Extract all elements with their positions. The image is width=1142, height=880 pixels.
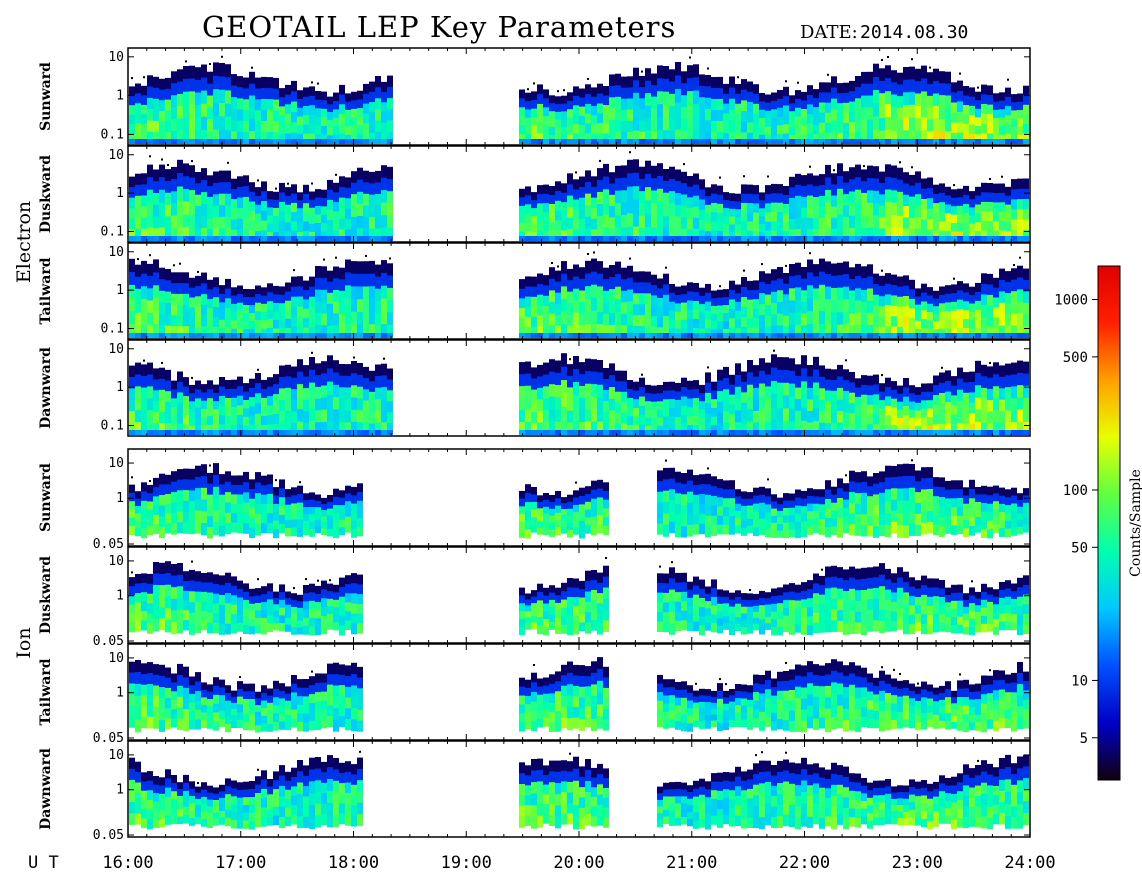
x-tick-label: 19:00 — [441, 853, 492, 873]
y-tick-label: 0.05 — [93, 634, 124, 649]
spectrogram — [129, 151, 1029, 241]
panel-label: Duskward — [38, 556, 54, 634]
panel-electron-duskward: 10 1 0.1 Duskward — [38, 145, 1031, 243]
panel-label: Dawnward — [38, 347, 54, 429]
panel-label: Tailward — [38, 257, 54, 324]
group-label: Electron — [13, 201, 35, 283]
colorbar-tick-label: 50 — [1071, 540, 1088, 556]
x-tick-label: 17:00 — [215, 853, 266, 873]
y-tick-label: 1 — [116, 186, 124, 201]
colorbar-tick-label: 5 — [1080, 731, 1088, 747]
x-tick-label: 20:00 — [553, 853, 604, 873]
x-tick-label: 22:00 — [779, 853, 830, 873]
spectrogram — [129, 657, 1029, 733]
y-tick-label: 10 — [108, 245, 124, 260]
group-electron: 10 1 0.1 Sunward 10 1 0.1 Duskward 10 1 0.1 Tailwar… — [13, 47, 1031, 437]
y-tick-label: 0.1 — [101, 321, 124, 336]
chart-title: GEOTAIL LEP Key Parameters — [202, 10, 677, 44]
y-tick-label: 0.1 — [101, 224, 124, 239]
x-tick-label: 16:00 — [102, 853, 153, 873]
y-tick-label: 10 — [108, 554, 124, 569]
x-tick-label: 21:00 — [666, 853, 717, 873]
x-tick-label: 23:00 — [892, 853, 943, 873]
y-tick-label: 10 — [108, 748, 124, 763]
y-tick-label: 1 — [116, 283, 124, 298]
y-tick-label: 10 — [108, 651, 124, 666]
spectrogram — [129, 750, 1029, 830]
colorbar-tick-label: 100 — [1063, 483, 1088, 499]
colorbar-tick-label: 500 — [1063, 350, 1088, 366]
panel-electron-dawnward: 10 1 0.1 Dawnward — [38, 339, 1031, 437]
y-tick-label: 1 — [116, 491, 124, 506]
y-tick-label: 1 — [116, 89, 124, 104]
colorbar-label: Counts/Sample — [1128, 469, 1142, 577]
y-tick-label: 0.05 — [93, 537, 124, 552]
colorbar-strip — [1097, 265, 1121, 781]
panel-label: Sunward — [38, 463, 54, 532]
panel-label: Tailward — [38, 658, 54, 725]
y-tick-label: 0.05 — [93, 828, 124, 843]
panel-ion-sunward: 10 1 0.05 Sunward — [38, 448, 1031, 552]
spectrogram — [129, 459, 1029, 539]
panel-ion-duskward: 10 1 0.05 Duskward — [38, 546, 1031, 649]
date-value: 2014.08.30 — [860, 22, 969, 43]
colorbar-tick-label: 10 — [1071, 673, 1088, 689]
y-tick-label: 10 — [108, 456, 124, 471]
spectrogram — [129, 349, 1029, 435]
panels-layer: 10 1 0.1 Sunward 10 1 0.1 Duskward 10 1 0.1 Tailwar… — [13, 47, 1031, 843]
y-tick-label: 1 — [116, 686, 124, 701]
y-tick-label: 10 — [108, 342, 124, 357]
spectrogram — [129, 557, 1029, 636]
y-tick-label: 10 — [108, 50, 124, 65]
y-tick-label: 10 — [108, 148, 124, 163]
panel-label: Duskward — [38, 155, 54, 233]
x-tick-label: 18:00 — [328, 853, 379, 873]
colorbar-tick-label: 1000 — [1054, 293, 1088, 309]
date-label: DATE: — [800, 22, 858, 43]
panel-ion-tailward: 10 1 0.05 Tailward — [38, 643, 1031, 746]
spectrogram — [129, 55, 1029, 144]
y-tick-label: 0.1 — [101, 127, 124, 142]
panel-electron-tailward: 10 1 0.1 Tailward — [38, 242, 1031, 340]
group-label: Ion — [13, 627, 35, 658]
panel-electron-sunward: 10 1 0.1 Sunward — [38, 47, 1031, 146]
x-tick-label: 24:00 — [1004, 853, 1055, 873]
panel-label: Dawnward — [38, 748, 54, 830]
y-tick-label: 1 — [116, 589, 124, 604]
x-axis-label: U T — [28, 853, 59, 873]
panel-ion-dawnward: 10 1 0.05 Dawnward — [38, 740, 1031, 843]
y-tick-label: 1 — [116, 783, 124, 798]
y-tick-label: 0.05 — [93, 731, 124, 746]
x-axis: U T 16:00 17:00 18:00 19:00 20:00 21:00 22:00 23… — [28, 853, 1056, 873]
spectrogram — [129, 251, 1029, 338]
panel-label: Sunward — [38, 62, 54, 131]
group-ion: 10 1 0.05 Sunward 10 1 0.05 Duskward 10 1 0.05 Tail… — [13, 448, 1031, 843]
colorbar: 1000 500 100 50 10 5 Counts/Sample — [1054, 265, 1142, 781]
y-tick-label: 1 — [116, 380, 124, 395]
y-tick-label: 0.1 — [101, 418, 124, 433]
